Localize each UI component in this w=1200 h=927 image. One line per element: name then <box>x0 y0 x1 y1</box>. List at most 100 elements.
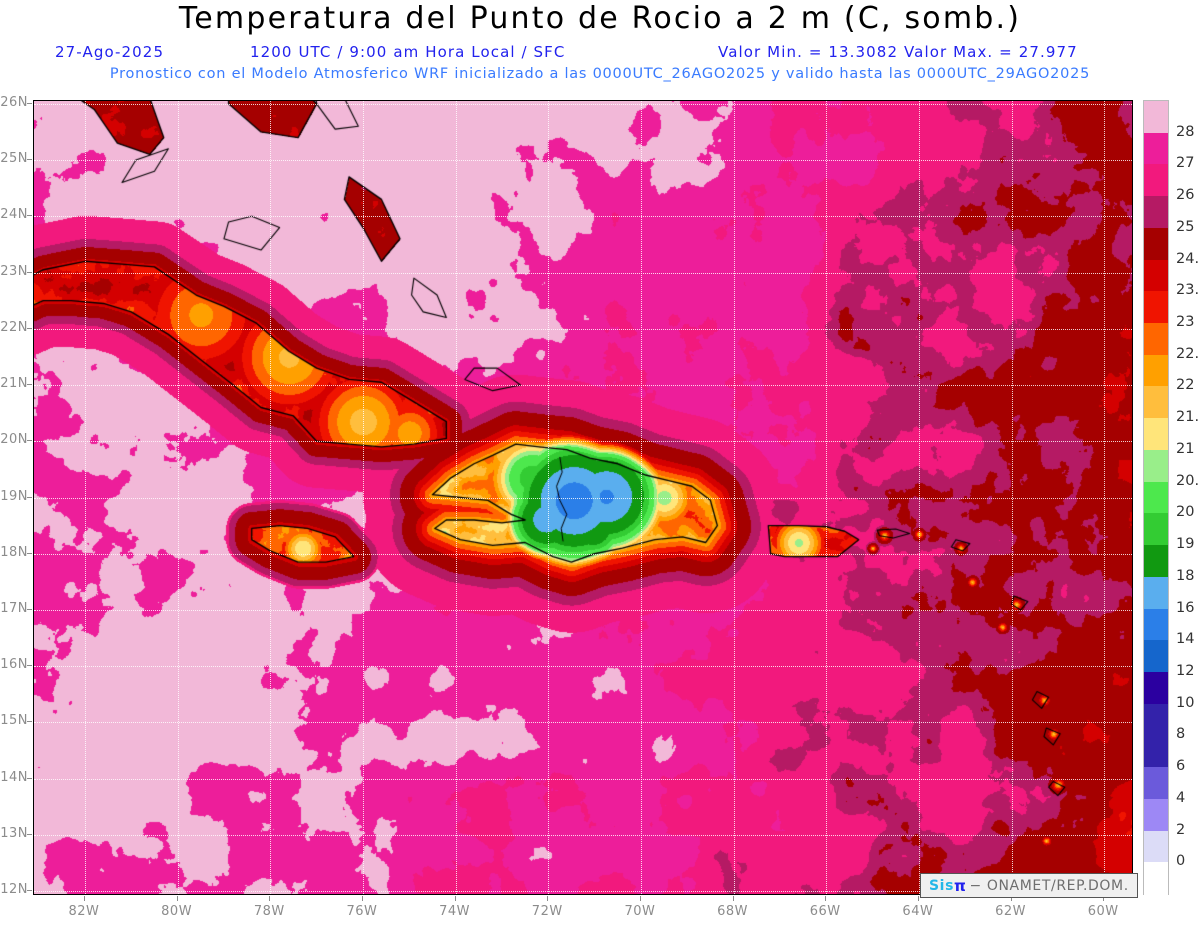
attribution-pi-icon: π <box>954 876 967 895</box>
colorbar-band <box>1144 196 1168 229</box>
latitude-tick <box>27 777 32 779</box>
latitude-tick <box>27 890 32 892</box>
colorbar-band <box>1144 481 1168 514</box>
latitude-tick <box>27 327 32 329</box>
longitude-label: 64W <box>902 904 934 919</box>
colorbar-band <box>1144 735 1168 768</box>
colorbar <box>1143 100 1169 895</box>
longitude-label: 82W <box>68 904 100 919</box>
longitude-tick <box>83 896 85 901</box>
subtitle-row: 27-Ago-2025 1200 UTC / 9:00 am Hora Loca… <box>0 43 1200 63</box>
colorbar-tick-label: 22 <box>1176 377 1195 394</box>
colorbar-band <box>1144 259 1168 292</box>
longitude-label: 72W <box>531 904 563 919</box>
latitude-label: 18N <box>0 544 28 560</box>
longitude-label: 74W <box>439 904 471 919</box>
colorbar-band <box>1144 227 1168 261</box>
colorbar-band <box>1144 449 1168 483</box>
longitude-label: 80W <box>161 904 193 919</box>
longitude-tick <box>1103 896 1105 901</box>
forecast-time: 1200 UTC / 9:00 am Hora Local / SFC <box>250 43 566 61</box>
colorbar-tick-label: 16 <box>1176 599 1195 616</box>
colorbar-band <box>1144 671 1168 705</box>
latitude-label: 26N <box>0 94 28 110</box>
colorbar-tick-label: 21.5 <box>1176 409 1200 426</box>
colorbar-tick-label: 20.5 <box>1176 472 1200 489</box>
colorbar-band <box>1144 830 1168 863</box>
latitude-label: 13N <box>0 825 28 841</box>
colorbar-tick-label: 8 <box>1176 726 1186 743</box>
colorbar-tick-label: 0 <box>1176 853 1186 870</box>
colorbar-tick-label: 24.5 <box>1176 250 1200 267</box>
latitude-label: 21N <box>0 376 28 392</box>
colorbar-tick-label: 22.5 <box>1176 345 1200 362</box>
longitude-tick <box>454 896 456 901</box>
colorbar-band <box>1144 862 1168 895</box>
latitude-tick <box>27 496 32 498</box>
latitude-tick <box>27 215 32 217</box>
colorbar-band <box>1144 323 1168 356</box>
colorbar-band <box>1144 640 1168 673</box>
colorbar-band <box>1144 132 1168 166</box>
latitude-label: 16N <box>0 657 28 673</box>
latitude-label: 15N <box>0 713 28 729</box>
longitude-tick <box>269 896 271 901</box>
colorbar-band <box>1144 798 1168 832</box>
colorbar-band <box>1144 767 1168 800</box>
longitude-tick <box>639 896 641 901</box>
latitude-tick <box>27 552 32 554</box>
longitude-label: 70W <box>624 904 656 919</box>
latitude-label: 17N <box>0 600 28 616</box>
longitude-tick <box>361 896 363 901</box>
longitude-tick <box>732 896 734 901</box>
map-frame[interactable] <box>33 100 1133 895</box>
attribution-organization: − ONAMET/REP.DOM. <box>969 877 1129 894</box>
latitude-label: 12N <box>0 882 28 898</box>
colorbar-band <box>1144 291 1168 324</box>
colorbar-tick-label: 6 <box>1176 758 1186 775</box>
longitude-label: 66W <box>809 904 841 919</box>
latitude-tick <box>27 665 32 667</box>
latitude-label: 22N <box>0 319 28 335</box>
colorbar-tick-label: 26 <box>1176 187 1195 204</box>
attribution-sis: Sis <box>929 877 955 894</box>
longitude-label: 78W <box>253 904 285 919</box>
colorbar-band <box>1144 608 1168 641</box>
longitude-label: 62W <box>995 904 1026 919</box>
colorbar-tick-label: 23 <box>1176 314 1195 331</box>
latitude-tick <box>27 721 32 723</box>
longitude-tick <box>547 896 549 901</box>
longitude-tick <box>825 896 827 901</box>
longitude-tick <box>176 896 178 901</box>
colorbar-tick-label: 10 <box>1176 694 1195 711</box>
latitude-label: 14N <box>0 769 28 785</box>
colorbar-tick-label: 19 <box>1176 536 1195 553</box>
colorbar-band <box>1144 164 1168 197</box>
latitude-tick <box>27 271 32 273</box>
colorbar-tick-label: 27 <box>1176 155 1195 172</box>
latitude-label: 19N <box>0 488 28 504</box>
longitude-label: 60W <box>1087 904 1119 919</box>
longitude-tick <box>917 896 919 901</box>
colorbar-band <box>1144 545 1168 578</box>
page-title: Temperatura del Punto de Rocio a 2 m (C,… <box>178 1 1022 36</box>
colorbar-band <box>1144 703 1168 736</box>
colorbar-tick-label: 18 <box>1176 567 1195 584</box>
latitude-label: 23N <box>0 263 28 279</box>
latitude-tick <box>27 440 32 442</box>
attribution-badge: Sis π − ONAMET/REP.DOM. <box>920 873 1138 898</box>
colorbar-band <box>1144 576 1168 610</box>
colorbar-band <box>1144 418 1168 451</box>
colorbar-tick-label: 2 <box>1176 821 1186 838</box>
colorbar-tick-label: 23.5 <box>1176 282 1200 299</box>
latitude-label: 24N <box>0 207 28 223</box>
dewpoint-heatmap[interactable] <box>34 101 1132 894</box>
colorbar-tick-label: 21 <box>1176 440 1195 457</box>
colorbar-tick-label: 12 <box>1176 662 1195 679</box>
header: Temperatura del Punto de Rocio a 2 m (C,… <box>0 0 1200 92</box>
colorbar-band <box>1144 101 1168 134</box>
latitude-label: 25N <box>0 151 28 167</box>
latitude-tick <box>27 608 32 610</box>
latitude-tick <box>27 384 32 386</box>
